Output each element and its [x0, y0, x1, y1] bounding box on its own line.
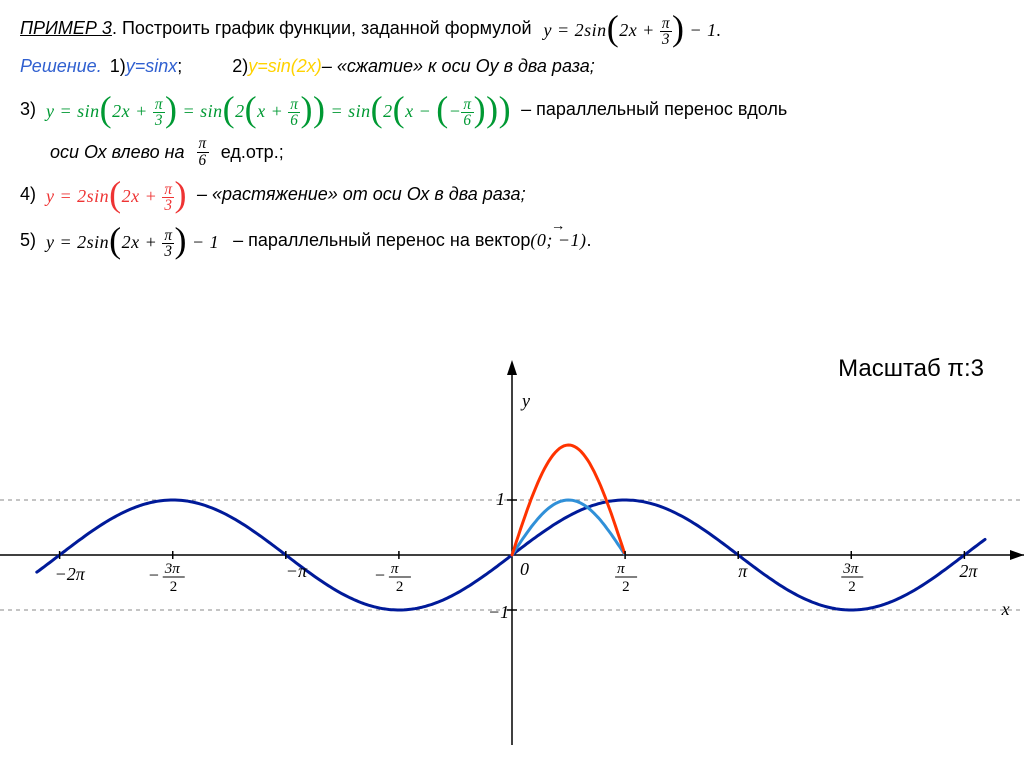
step1-formula: y=sinx	[126, 56, 178, 77]
svg-text:π: π	[617, 561, 625, 577]
svg-text:2: 2	[396, 579, 404, 595]
chart: −2π−ππ2π0ух1−1−3π2−π2π23π2	[0, 355, 1024, 755]
step2-formula: y=sin(2x)	[248, 56, 322, 77]
step3-formula: y = sin(2x + π3) = sin(2(x + π6)) = sin(…	[46, 91, 511, 129]
step3-num: 3)	[20, 99, 36, 120]
svg-text:2: 2	[170, 579, 178, 595]
svg-text:−1: −1	[488, 602, 509, 622]
svg-text:2π: 2π	[959, 561, 978, 581]
svg-text:у: у	[520, 391, 530, 411]
step4-desc: – «растяжение» от оси Ох в два раза;	[197, 184, 526, 205]
step3-line2: оси Ох влево на π6 ед.отр.;	[50, 136, 1004, 168]
final-formula: y = 2sin(2x + π3) − 1.	[544, 10, 722, 48]
step2-num: 2)	[232, 56, 248, 77]
vector: (0; −1)	[530, 230, 586, 251]
step5-desc: – параллельный перенос на вектор	[233, 230, 530, 251]
svg-text:3π: 3π	[842, 561, 859, 577]
svg-text:−: −	[149, 565, 159, 585]
svg-text:3π: 3π	[164, 561, 181, 577]
step5-formula: y = 2sin(2x + π3) − 1	[46, 222, 219, 260]
prompt-text: . Построить график функции, заданной фор…	[112, 18, 532, 39]
step2-desc: – «сжатие» к оси Оу в два раза;	[322, 56, 595, 77]
svg-text:−: −	[375, 565, 385, 585]
svg-text:2: 2	[622, 579, 630, 595]
step4-formula: y = 2sin(2x + π3)	[46, 176, 187, 214]
header-line: ПРИМЕР 3 . Построить график функции, зад…	[20, 10, 1004, 48]
svg-text:π: π	[738, 561, 748, 581]
step4-num: 4)	[20, 184, 36, 205]
svg-text:π: π	[391, 561, 399, 577]
step1-num: 1)	[110, 56, 126, 77]
svg-text:х: х	[1001, 599, 1010, 619]
svg-text:0: 0	[520, 559, 529, 579]
step3-line: 3) y = sin(2x + π3) = sin(2(x + π6)) = s…	[20, 91, 1004, 129]
pi-over-6: π6	[197, 136, 209, 168]
example-label: ПРИМЕР 3	[20, 18, 112, 39]
svg-text:−2π: −2π	[55, 564, 86, 584]
step5-num: 5)	[20, 230, 36, 251]
solution-line: Решение. 1) y=sinx ; 2) y=sin(2x) – «сжа…	[20, 56, 1004, 77]
solution-label: Решение.	[20, 56, 102, 77]
svg-text:2: 2	[848, 579, 856, 595]
svg-text:1: 1	[496, 489, 505, 509]
step5-line: 5) y = 2sin(2x + π3) − 1 – параллельный …	[20, 222, 1004, 260]
step3-desc: – параллельный перенос вдоль	[521, 99, 787, 120]
svg-text:−π: −π	[286, 561, 308, 581]
step4-line: 4) y = 2sin(2x + π3) – «растяжение» от о…	[20, 176, 1004, 214]
